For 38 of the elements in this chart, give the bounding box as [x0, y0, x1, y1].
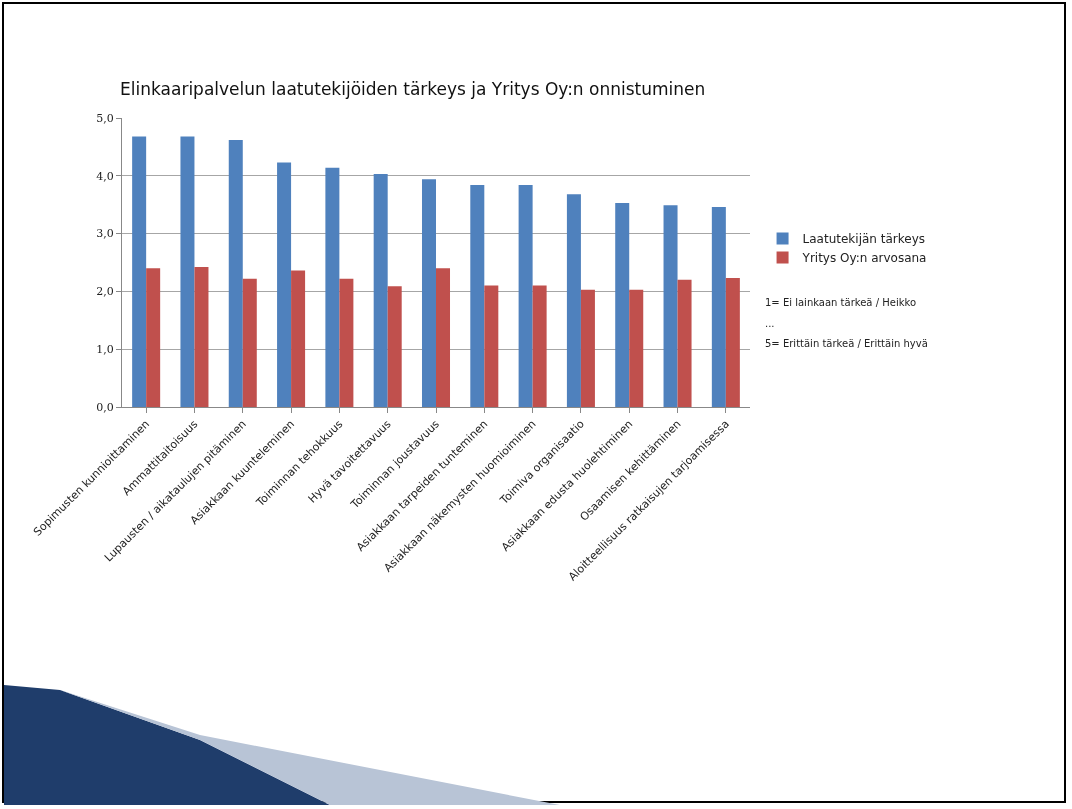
bar — [146, 268, 161, 407]
bar — [277, 162, 292, 407]
y-tick-label: 3,0 — [96, 227, 114, 241]
chart-title: Elinkaaripalvelun laatutekijöiden tärkeys ja Yritys Oy:n onnistuminen — [120, 78, 706, 99]
legend-label: Yritys Oy:n arvosana — [801, 251, 927, 266]
y-tick-label: 2,0 — [96, 285, 114, 299]
bar — [421, 179, 436, 407]
bar — [339, 278, 354, 407]
bar — [470, 185, 485, 407]
bar — [615, 202, 630, 407]
text: 5= Erittäin tärkeä / Erittäin hyvä — [765, 338, 928, 349]
bar — [228, 139, 243, 407]
bar — [711, 207, 726, 407]
bar — [580, 289, 595, 407]
bar — [725, 278, 740, 407]
bar — [325, 167, 340, 407]
bar — [518, 185, 533, 407]
bar — [663, 205, 678, 407]
y-tick-label: 4,0 — [96, 169, 114, 183]
bar — [373, 174, 388, 407]
bar — [677, 279, 692, 407]
bar — [566, 194, 581, 407]
bar — [484, 285, 499, 407]
bar — [387, 286, 402, 407]
bar — [436, 268, 451, 407]
y-tick-label: 1,0 — [96, 343, 114, 357]
legend-label: Laatutekijän tärkeys — [802, 232, 925, 247]
bar — [242, 278, 257, 407]
bar — [629, 289, 644, 407]
bar — [180, 136, 195, 407]
text: ... — [765, 318, 775, 329]
bar — [291, 270, 306, 407]
text: 1= Ei lainkaan tärkeä / Heikko — [765, 297, 917, 308]
bar — [532, 285, 547, 407]
y-tick-label: 5,0 — [96, 111, 114, 125]
y-tick-label: 0,0 — [96, 400, 114, 414]
bar — [132, 136, 147, 407]
bar — [194, 267, 209, 407]
